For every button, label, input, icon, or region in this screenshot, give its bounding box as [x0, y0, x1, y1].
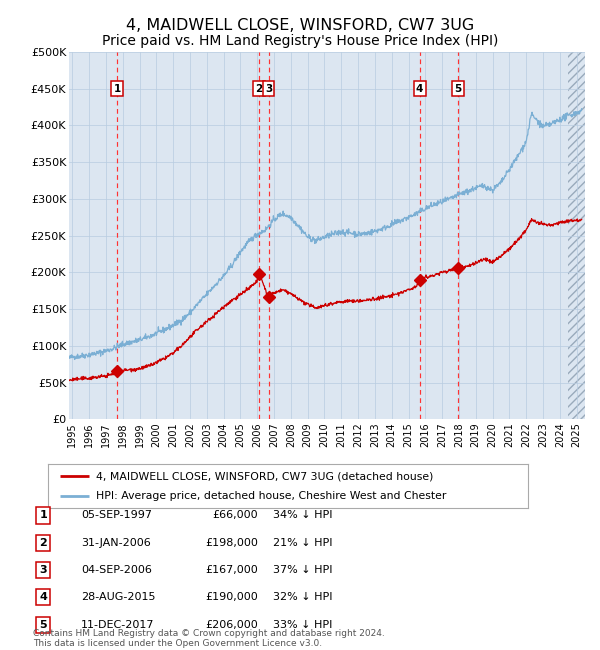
Text: Price paid vs. HM Land Registry's House Price Index (HPI): Price paid vs. HM Land Registry's House …	[102, 34, 498, 48]
Text: 4: 4	[39, 592, 47, 603]
Text: 05-SEP-1997: 05-SEP-1997	[81, 510, 152, 521]
Text: £167,000: £167,000	[205, 565, 258, 575]
Text: £66,000: £66,000	[212, 510, 258, 521]
Text: 5: 5	[454, 84, 461, 94]
Text: 1: 1	[113, 84, 121, 94]
Text: 1: 1	[40, 510, 47, 521]
Text: £206,000: £206,000	[205, 619, 258, 630]
Text: 2: 2	[40, 538, 47, 548]
Text: 37% ↓ HPI: 37% ↓ HPI	[273, 565, 332, 575]
Text: 2: 2	[255, 84, 262, 94]
Text: 5: 5	[40, 619, 47, 630]
Text: Contains HM Land Registry data © Crown copyright and database right 2024.
This d: Contains HM Land Registry data © Crown c…	[33, 629, 385, 648]
Text: HPI: Average price, detached house, Cheshire West and Chester: HPI: Average price, detached house, Ches…	[96, 491, 446, 501]
Text: 28-AUG-2015: 28-AUG-2015	[81, 592, 155, 603]
Text: 4, MAIDWELL CLOSE, WINSFORD, CW7 3UG (detached house): 4, MAIDWELL CLOSE, WINSFORD, CW7 3UG (de…	[96, 471, 433, 481]
Text: 34% ↓ HPI: 34% ↓ HPI	[273, 510, 332, 521]
Text: 04-SEP-2006: 04-SEP-2006	[81, 565, 152, 575]
Text: 4, MAIDWELL CLOSE, WINSFORD, CW7 3UG: 4, MAIDWELL CLOSE, WINSFORD, CW7 3UG	[126, 18, 474, 33]
Text: 32% ↓ HPI: 32% ↓ HPI	[273, 592, 332, 603]
Text: 3: 3	[40, 565, 47, 575]
Text: 4: 4	[416, 84, 423, 94]
Text: 31-JAN-2006: 31-JAN-2006	[81, 538, 151, 548]
Text: 21% ↓ HPI: 21% ↓ HPI	[273, 538, 332, 548]
Text: 11-DEC-2017: 11-DEC-2017	[81, 619, 155, 630]
Text: £198,000: £198,000	[205, 538, 258, 548]
Text: £190,000: £190,000	[205, 592, 258, 603]
Text: 33% ↓ HPI: 33% ↓ HPI	[273, 619, 332, 630]
Text: 3: 3	[265, 84, 272, 94]
